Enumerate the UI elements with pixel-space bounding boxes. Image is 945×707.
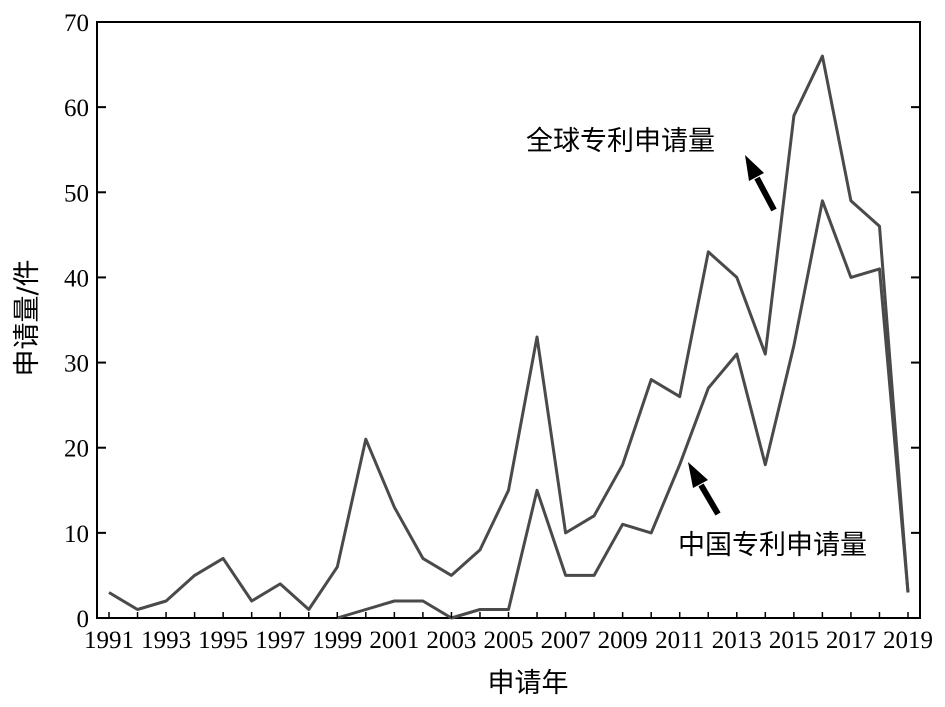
y-tick-label: 10 (64, 521, 89, 548)
x-tick-label: 1993 (141, 627, 191, 654)
y-tick-label: 70 (64, 10, 89, 37)
x-tick-label: 2009 (598, 627, 648, 654)
annotation-global-arrow-icon (745, 155, 777, 212)
y-axis: 0 10 20 30 40 50 60 70 (64, 10, 920, 633)
x-tick-label: 2001 (369, 627, 419, 654)
x-tick-label: 2005 (484, 627, 534, 654)
x-axis: 1991 1993 1995 1997 1999 2001 2003 2005 2007 2009… (84, 612, 933, 654)
y-tick-label: 20 (64, 436, 89, 463)
x-tick-label: 2007 (541, 627, 591, 654)
series-line-1 (336, 199, 910, 620)
x-tick-label: 2013 (712, 627, 762, 654)
y-axis-title: 申请量/件 (12, 259, 43, 376)
x-tick-label: 1997 (255, 627, 305, 654)
annotation-china-label: 中国专利申请量 (678, 530, 867, 561)
y-tick-label: 30 (64, 351, 89, 378)
x-tick-label: 1995 (198, 627, 248, 654)
y-tick-label: 60 (64, 95, 89, 122)
x-tick-label: 1999 (312, 627, 362, 654)
x-axis-title: 申请年 (488, 668, 569, 699)
series-line-0 (108, 54, 910, 611)
y-tick-label: 40 (64, 265, 89, 292)
y-tick-label: 50 (64, 180, 89, 207)
x-tick-label: 2017 (826, 627, 876, 654)
x-tick-label: 2015 (769, 627, 819, 654)
x-tick-label: 1991 (84, 627, 134, 654)
x-tick-label: 2003 (426, 627, 476, 654)
x-tick-label: 2019 (883, 627, 933, 654)
series-layer (108, 54, 910, 620)
annotation-china-arrow-icon (688, 462, 721, 516)
y-tick-label: 0 (77, 606, 90, 633)
x-tick-label: 2011 (655, 627, 704, 654)
annotation-global-label: 全球专利申请量 (526, 126, 715, 157)
